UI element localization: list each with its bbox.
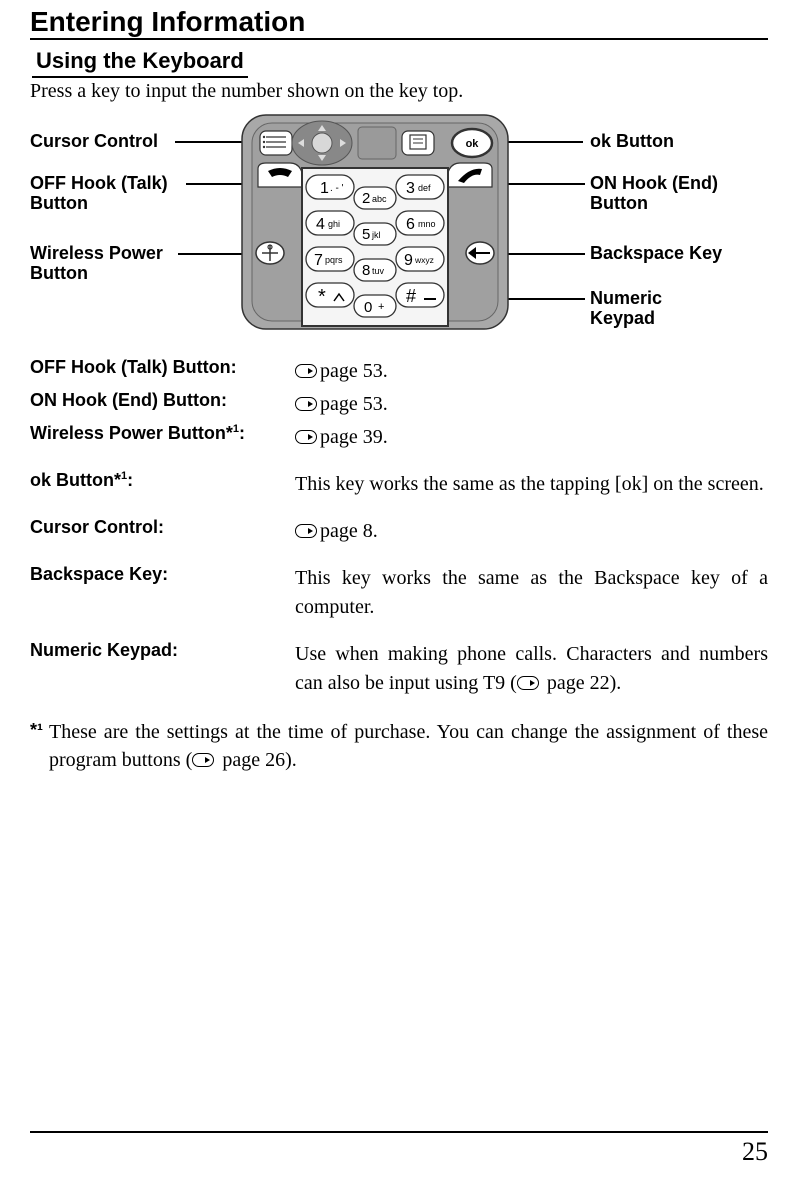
def-on-hook-label: ON Hook (End) Button: [30,390,295,411]
footnote: *¹ These are the settings at the time of… [30,718,768,774]
def-ok-value: This key works the same as the tapping [… [295,470,768,499]
def-cursor-value: page 8. [295,517,768,546]
def-on-hook-value: page 53. [295,390,768,419]
reference-icon [295,430,317,444]
section-title: Using the Keyboard [32,48,248,78]
svg-text:jkl: jkl [371,230,381,240]
reference-icon [517,676,539,690]
label-backspace: Backspace Key [590,243,722,265]
reference-icon [295,524,317,538]
svg-text:def: def [418,183,431,193]
def-off-hook-value: page 53. [295,357,768,386]
svg-text:5: 5 [362,226,370,243]
svg-text:wxyz: wxyz [414,255,434,265]
label-on-hook-2: Button [590,193,648,215]
def-wireless-value: page 39. [295,423,768,452]
def-backspace-label: Backspace Key: [30,564,295,585]
def-off-hook-label: OFF Hook (Talk) Button: [30,357,295,378]
def-cursor-label: Cursor Control: [30,517,295,538]
svg-text:1: 1 [320,180,329,197]
label-on-hook: ON Hook (End) [590,173,718,195]
svg-text:8: 8 [362,262,370,279]
label-numeric-2: Keypad [590,308,655,330]
footnote-mark: *¹ [30,718,43,774]
page-title: Entering Information [30,0,768,40]
svg-text:. - ': . - ' [330,183,344,194]
def-backspace-value: This key works the same as the Backspace… [295,564,768,622]
label-numeric: Numeric [590,288,662,310]
def-wireless-label: Wireless Power Button*1: [30,423,295,444]
label-ok-button: ok Button [590,131,674,153]
svg-text:ghi: ghi [328,219,340,229]
svg-text:6: 6 [406,216,415,233]
page-number: 25 [30,1131,768,1167]
svg-text:7: 7 [314,252,323,269]
label-cursor-control: Cursor Control [30,131,158,153]
svg-text:9: 9 [404,252,413,269]
svg-text:*: * [318,286,326,308]
svg-text:ok: ok [466,138,480,150]
label-wireless-2: Button [30,263,88,285]
reference-icon [295,364,317,378]
svg-text:+: + [378,301,384,313]
definitions-table: OFF Hook (Talk) Button: page 53. ON Hook… [30,357,768,698]
svg-text:3: 3 [406,180,415,197]
label-wireless: Wireless Power [30,243,163,265]
svg-text:#: # [406,286,416,306]
svg-text:0: 0 [364,299,372,316]
svg-text:abc: abc [372,194,387,204]
svg-text:mno: mno [418,219,436,229]
svg-text:2: 2 [362,190,370,207]
reference-icon [295,397,317,411]
phone-illustration: ok 1 . - ' 2 abc 3 def 4 ghi 5 jkl [240,113,510,331]
svg-text:tuv: tuv [372,266,385,276]
label-off-hook-2: Button [30,193,88,215]
label-off-hook: OFF Hook (Talk) [30,173,168,195]
def-ok-label: ok Button*1: [30,470,295,491]
reference-icon [192,753,214,767]
def-numeric-value: Use when making phone calls. Characters … [295,640,768,698]
svg-text:4: 4 [316,216,325,233]
svg-text:pqrs: pqrs [325,255,343,265]
phone-diagram: Cursor Control OFF Hook (Talk) Button Wi… [30,113,768,343]
intro-text: Press a key to input the number shown on… [30,80,768,103]
def-numeric-label: Numeric Keypad: [30,640,295,661]
